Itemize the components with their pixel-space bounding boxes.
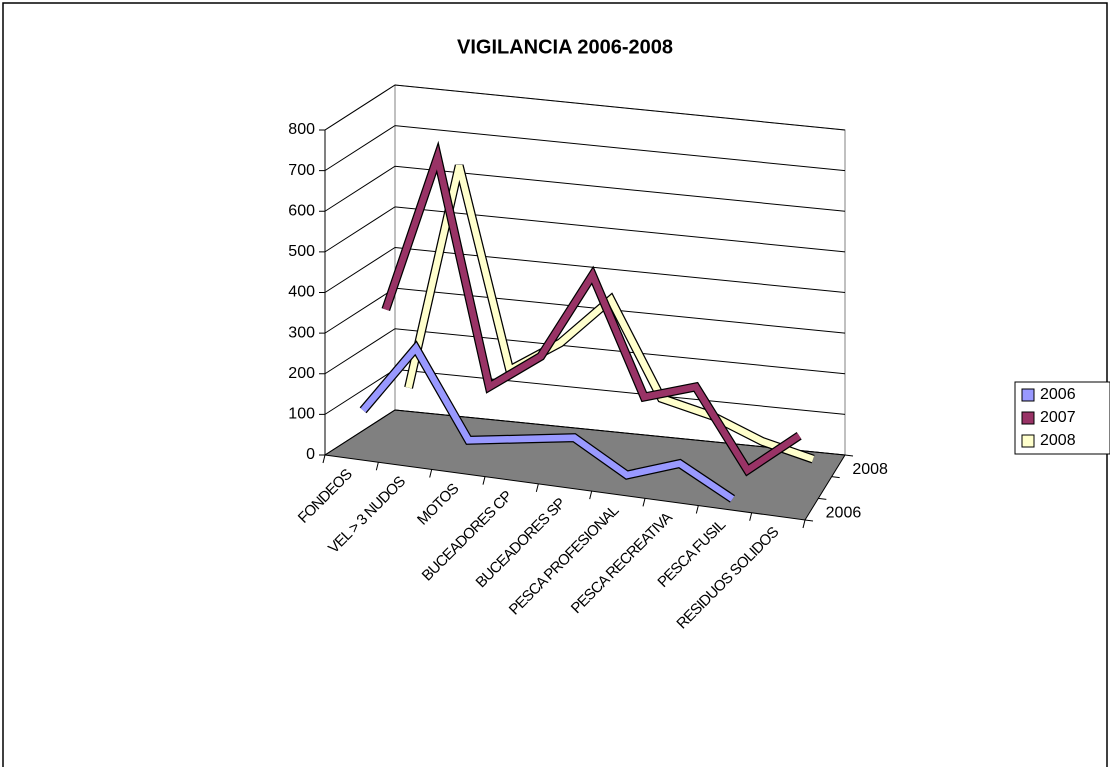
grid-line [324, 84, 846, 131]
x-tick [642, 498, 646, 507]
depth-tick [831, 476, 840, 479]
y-tick-label: 0 [306, 446, 315, 463]
line [405, 164, 815, 463]
legend-swatch [1021, 434, 1035, 448]
chart-title: VIGILANCIA 2006-2008 [457, 36, 673, 58]
legend-swatch [1021, 411, 1035, 425]
y-tick-label: 100 [288, 406, 315, 423]
depth-tick [818, 497, 827, 500]
legend-label: 2007 [1040, 409, 1076, 426]
legend-swatch [1021, 388, 1035, 402]
grid-line [324, 409, 846, 456]
grid-line [324, 165, 846, 212]
x-tick [535, 483, 539, 493]
x-tick [429, 469, 433, 478]
grid-line [324, 246, 846, 293]
x-tick [482, 476, 486, 485]
depth-label: 2006 [826, 504, 862, 521]
x-tick [802, 519, 806, 529]
line [360, 342, 735, 502]
grid-line [324, 125, 846, 172]
y-tick-label: 200 [288, 365, 315, 382]
y-tick-label: 300 [288, 324, 315, 341]
depth-label: 2008 [852, 461, 888, 478]
legend-label: 2008 [1040, 432, 1076, 449]
legend-label: 2006 [1040, 386, 1076, 403]
line [382, 145, 802, 475]
x-tick [749, 512, 753, 521]
x-tick [322, 454, 326, 464]
depth-tick [804, 519, 814, 522]
y-tick-label: 500 [288, 243, 315, 260]
depth-tick [844, 454, 854, 457]
x-tick [589, 490, 593, 500]
y-tick-label: 800 [288, 121, 315, 138]
x-tick [695, 505, 699, 514]
y-tick-label: 600 [288, 202, 315, 219]
grid-line [324, 206, 846, 253]
y-tick-label: 700 [288, 162, 315, 179]
x-tick [375, 462, 379, 471]
y-tick-label: 400 [288, 284, 315, 301]
grid-line [324, 328, 846, 375]
